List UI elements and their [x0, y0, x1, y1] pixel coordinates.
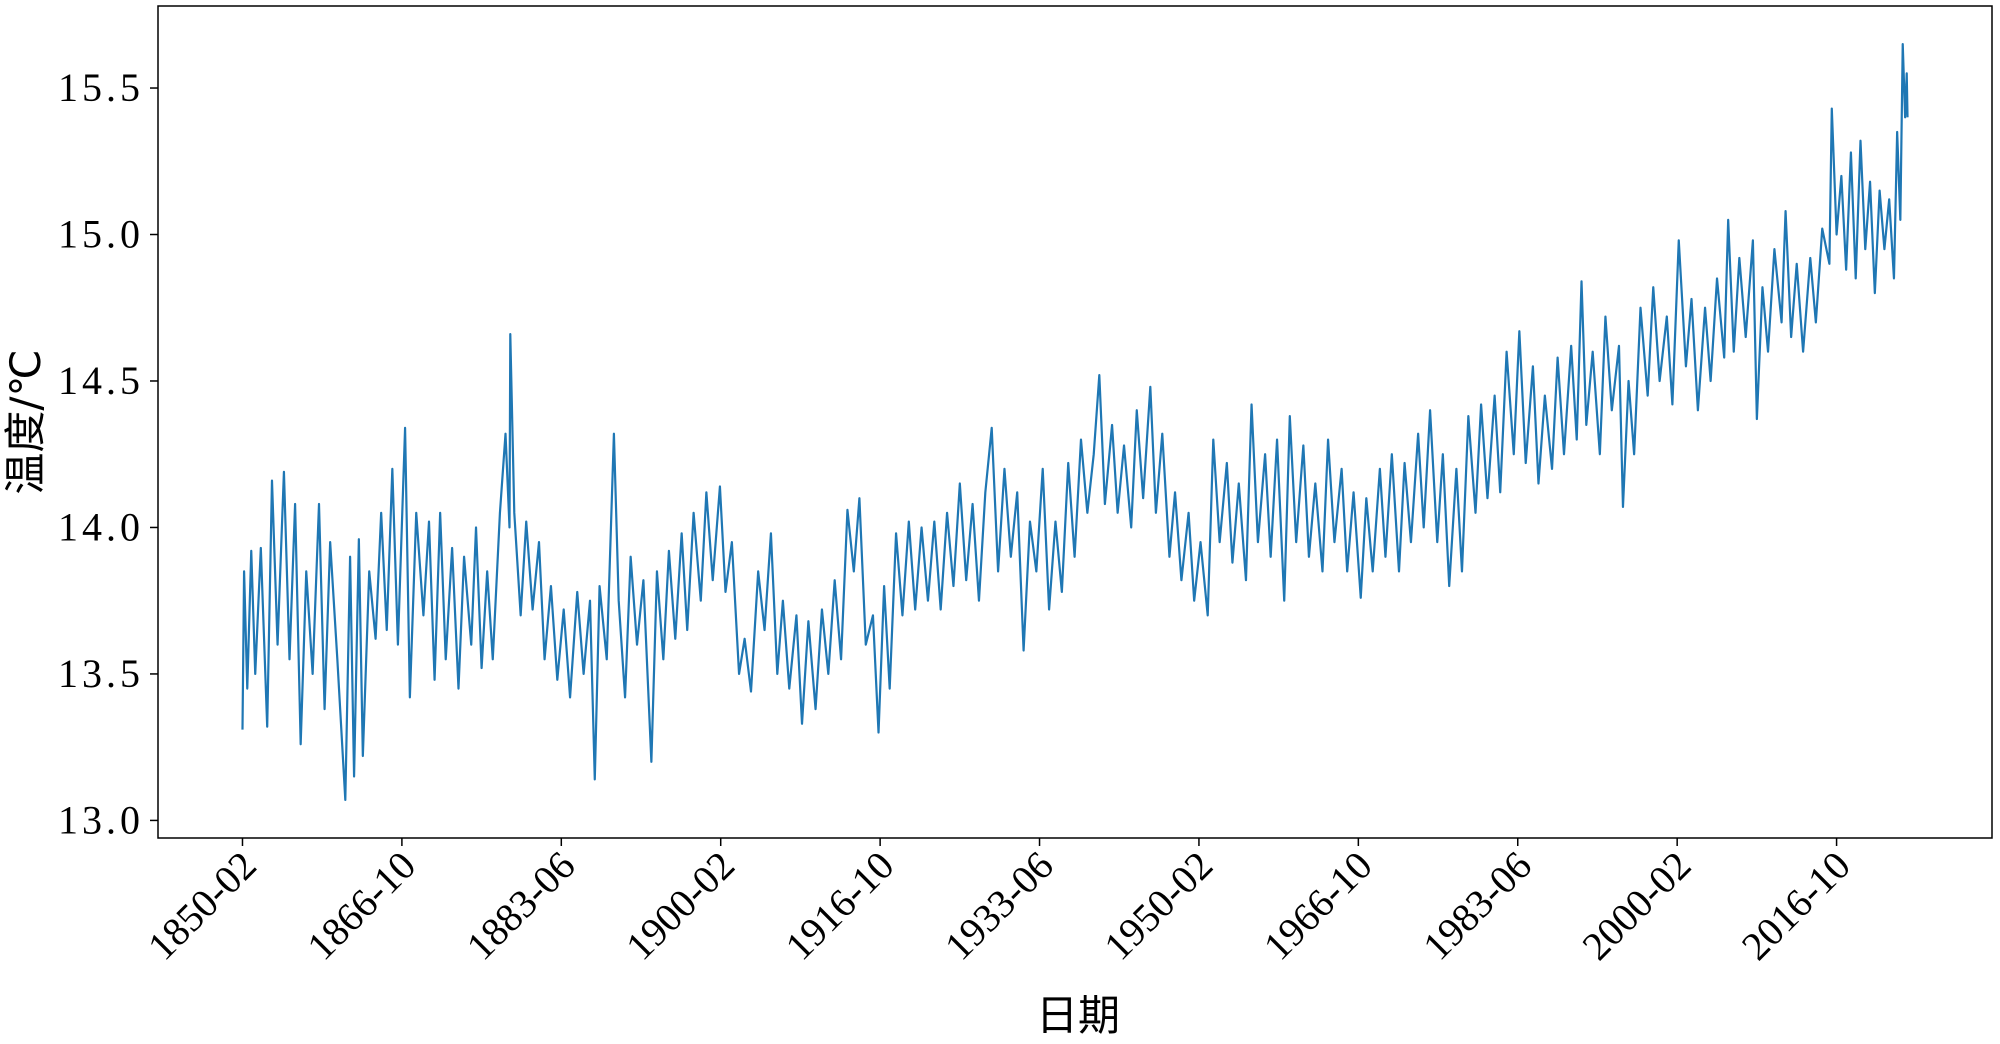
- data-line: [241, 42, 1909, 802]
- y-tick-label: 13.0: [58, 797, 144, 842]
- y-tick-label: 13.5: [58, 651, 144, 696]
- y-tick-label: 15.5: [58, 65, 144, 110]
- y-tick-label: 14.5: [58, 358, 144, 403]
- y-axis-label: 温度/℃: [1, 349, 50, 494]
- plot-frame: [157, 5, 1993, 839]
- y-tick-label: 15.0: [58, 212, 144, 257]
- y-tick-label: 14.0: [58, 504, 144, 549]
- x-axis-label: 日期: [1036, 991, 1120, 1040]
